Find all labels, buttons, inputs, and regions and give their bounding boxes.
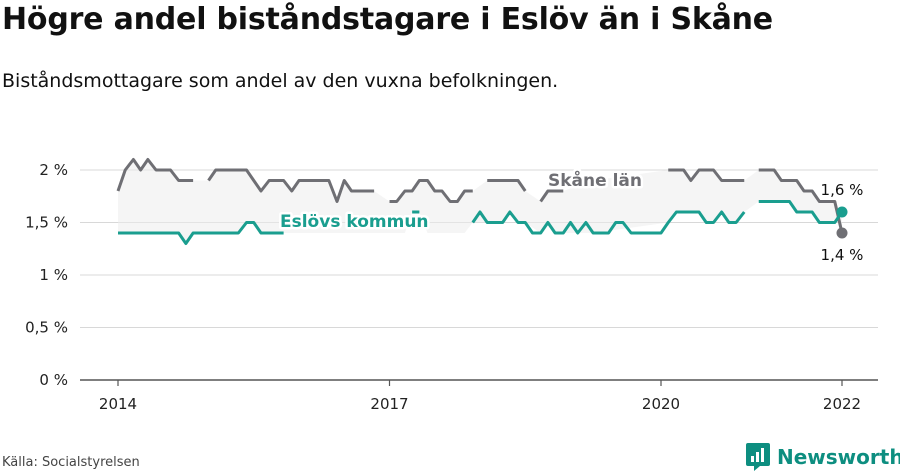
chart-title: Högre andel biståndstagare i Eslöv än i …: [2, 2, 773, 37]
y-tick-label: 0 %: [39, 371, 68, 389]
series-line-skane: [207, 168, 375, 203]
series-lines: [116, 158, 848, 245]
y-tick-label: 2 %: [39, 161, 68, 179]
newsworthy-logo[interactable]: Newsworthy: [745, 442, 900, 472]
x-tick-label: 2014: [99, 395, 137, 413]
difference-band: [118, 159, 842, 244]
chart-subtitle: Biståndsmottagare som andel av den vuxna…: [2, 70, 559, 92]
series-line-skane: [116, 158, 194, 192]
newsworthy-logo-text: Newsworthy: [777, 445, 900, 469]
series-line-eslov: [758, 200, 844, 224]
series-line-skane: [487, 179, 527, 192]
series-line-skane: [758, 168, 844, 234]
series-line-eslov: [118, 221, 284, 245]
series-label-eslov: Eslövs kommun: [280, 212, 429, 232]
end-label-eslov: 1,6 %: [821, 181, 864, 199]
series-line-skane: [389, 179, 473, 203]
end-label-skane: 1,4 %: [821, 246, 864, 264]
source-note: Källa: Socialstyrelsen: [2, 455, 140, 470]
x-tick-label: 2022: [823, 395, 861, 413]
y-tick-label: 1 %: [39, 266, 68, 284]
end-marker-eslov: [836, 206, 848, 218]
series-line-skane: [539, 189, 564, 203]
series-line-skane: [668, 168, 745, 182]
y-tick-label: 0,5 %: [25, 319, 68, 337]
x-tick-label: 2020: [642, 395, 680, 413]
newsworthy-logo-icon: [746, 443, 770, 471]
series-label-eslov-halo: Eslövs kommun: [280, 212, 429, 232]
series-label-skane: Skåne län: [548, 169, 642, 191]
y-tick-label: 1,5 %: [25, 214, 68, 232]
end-marker-skane: [836, 227, 848, 239]
series-label-skane-halo: Skåne län: [548, 169, 642, 191]
axes: 0 % 0,5 % 1 % 1,5 % 2 % 2014 2017 2020 2022: [25, 161, 878, 413]
series-line-eslov: [471, 210, 746, 235]
x-tick-label: 2017: [370, 395, 408, 413]
